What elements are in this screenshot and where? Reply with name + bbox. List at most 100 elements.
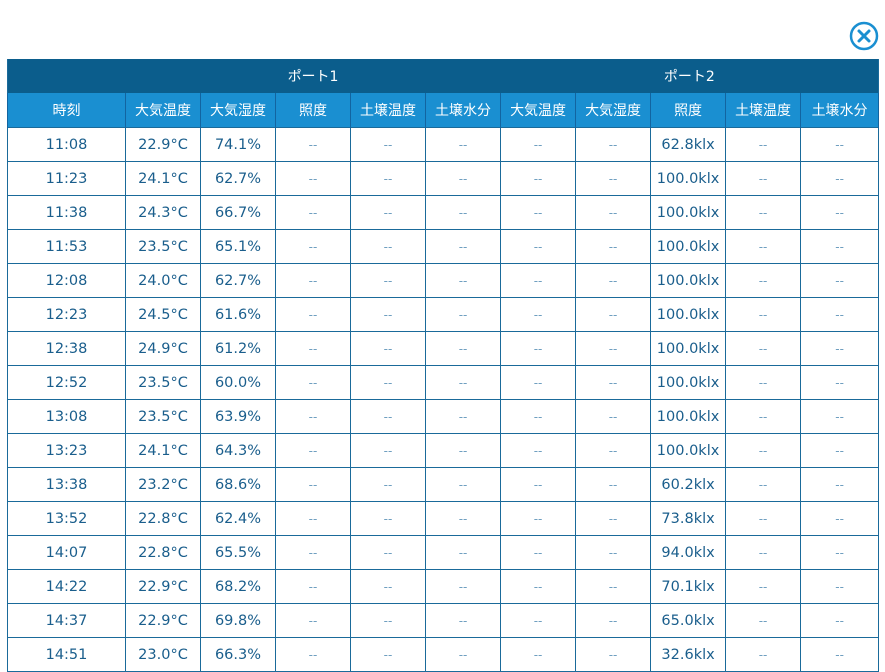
table-cell: -- (725, 161, 802, 196)
table-cell: -- (575, 637, 652, 672)
table-cell: -- (500, 331, 577, 366)
table-cell: -- (275, 399, 351, 434)
table-cell: -- (800, 229, 880, 264)
group-header-port1: ポート1 (125, 59, 501, 93)
table-cell: -- (424, 161, 502, 196)
time-cell: 13:52 (7, 501, 126, 536)
column-header: 大気湿度 (575, 93, 652, 128)
table-cell: 100.0klx (650, 297, 727, 332)
table-cell: 24.1°C (125, 161, 201, 196)
table-cell: 32.6klx (650, 637, 727, 672)
table-row: 14:51 23.0°C 66.3% -- -- -- -- -- 32.6klx -- -- (7, 637, 880, 672)
column-header: 時刻 (7, 93, 126, 128)
table-cell: -- (350, 263, 426, 298)
table-cell: -- (575, 569, 652, 604)
table-cell: 22.8°C (125, 535, 201, 570)
table-cell: -- (275, 603, 351, 638)
table-cell: -- (350, 195, 426, 230)
table-cell: -- (424, 569, 502, 604)
table-cell: 23.5°C (125, 229, 201, 264)
table-row: 12:08 24.0°C 62.7% -- -- -- -- -- 100.0klx -- -- (7, 263, 880, 298)
table-row: 12:23 24.5°C 61.6% -- -- -- -- -- 100.0klx -- -- (7, 297, 880, 332)
table-cell: -- (500, 501, 577, 536)
group-header-row: ポート1 ポート2 (7, 59, 879, 93)
table-cell: 100.0klx (650, 399, 727, 434)
table-cell: 22.8°C (125, 501, 201, 536)
table-cell: -- (275, 297, 351, 332)
table-cell: -- (725, 501, 802, 536)
table-cell: 24.0°C (125, 263, 201, 298)
table-cell: -- (275, 535, 351, 570)
table-row: 12:52 23.5°C 60.0% -- -- -- -- -- 100.0klx -- -- (7, 365, 880, 400)
table-cell: -- (725, 263, 802, 298)
table-cell: -- (575, 535, 652, 570)
table-cell: -- (424, 263, 502, 298)
column-header: 大気温度 (500, 93, 577, 128)
table-cell: -- (725, 365, 802, 400)
table-cell: 23.5°C (125, 365, 201, 400)
time-cell: 12:38 (7, 331, 126, 366)
column-header: 土壌温度 (350, 93, 426, 128)
table-cell: 68.2% (200, 569, 276, 604)
column-header-row: 時刻 大気温度 大気湿度 照度 土壌温度 土壌水分 大気温度 大気湿度 照度 土壌温度 土壌水分 (7, 93, 880, 128)
table-cell: 61.2% (200, 331, 276, 366)
table-row: 14:22 22.9°C 68.2% -- -- -- -- -- 70.1klx -- -- (7, 569, 880, 604)
table-cell: -- (800, 297, 880, 332)
table-cell: -- (350, 331, 426, 366)
table-cell: -- (725, 127, 802, 162)
table-cell: -- (350, 603, 426, 638)
table-cell: -- (275, 365, 351, 400)
table-row: 12:38 24.9°C 61.2% -- -- -- -- -- 100.0klx -- -- (7, 331, 880, 366)
time-cell: 13:38 (7, 467, 126, 502)
table-cell: -- (275, 127, 351, 162)
table-cell: -- (350, 127, 426, 162)
column-header: 土壌温度 (725, 93, 802, 128)
table-cell: 23.2°C (125, 467, 201, 502)
table-cell: -- (424, 297, 502, 332)
time-cell: 12:52 (7, 365, 126, 400)
table-row: 14:07 22.8°C 65.5% -- -- -- -- -- 94.0klx -- -- (7, 535, 880, 570)
table-cell: -- (350, 229, 426, 264)
table-cell: -- (800, 535, 880, 570)
close-icon[interactable] (849, 21, 879, 51)
table-cell: 73.8klx (650, 501, 727, 536)
time-cell: 13:08 (7, 399, 126, 434)
table-cell: -- (575, 399, 652, 434)
table-cell: -- (725, 195, 802, 230)
table-cell: -- (500, 433, 577, 468)
table-cell: -- (800, 331, 880, 366)
table-cell: -- (575, 161, 652, 196)
table-row: 11:53 23.5°C 65.1% -- -- -- -- -- 100.0klx -- -- (7, 229, 880, 264)
table-cell: -- (275, 161, 351, 196)
table-cell: -- (424, 467, 502, 502)
table-cell: -- (500, 127, 577, 162)
time-cell: 11:53 (7, 229, 126, 264)
table-cell: -- (725, 569, 802, 604)
table-cell: -- (350, 161, 426, 196)
table-body: 11:08 22.9°C 74.1% -- -- -- -- -- 62.8klx -- -- 11:… (7, 127, 880, 672)
table-cell: 24.1°C (125, 433, 201, 468)
table-cell: 22.9°C (125, 603, 201, 638)
table-cell: -- (500, 603, 577, 638)
table-cell: 100.0klx (650, 229, 727, 264)
table-cell: -- (500, 399, 577, 434)
table-row: 11:23 24.1°C 62.7% -- -- -- -- -- 100.0klx -- -- (7, 161, 880, 196)
table-cell: 62.8klx (650, 127, 727, 162)
sensor-data-table: ポート1 ポート2 時刻 大気温度 大気湿度 照度 土壌温度 土壌水分 大気温度 大気湿度 照度… (7, 59, 880, 672)
table-cell: -- (500, 365, 577, 400)
column-header: 土壌水分 (800, 93, 880, 128)
column-header: 大気湿度 (200, 93, 276, 128)
table-cell: 62.7% (200, 161, 276, 196)
table-cell: -- (800, 127, 880, 162)
column-header: 照度 (275, 93, 351, 128)
time-cell: 14:51 (7, 637, 126, 672)
table-cell: 69.8% (200, 603, 276, 638)
time-cell: 12:08 (7, 263, 126, 298)
table-cell: -- (500, 229, 577, 264)
table-row: 11:08 22.9°C 74.1% -- -- -- -- -- 62.8klx -- -- (7, 127, 880, 162)
table-cell: -- (424, 195, 502, 230)
table-cell: -- (575, 467, 652, 502)
table-cell: 100.0klx (650, 161, 727, 196)
time-cell: 14:22 (7, 569, 126, 604)
table-cell: -- (275, 195, 351, 230)
